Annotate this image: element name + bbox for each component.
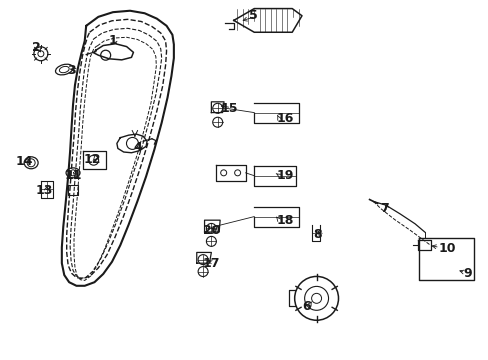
Text: 12: 12 (83, 153, 101, 166)
Text: 9: 9 (463, 267, 471, 280)
Text: 20: 20 (202, 224, 220, 238)
Text: 7: 7 (380, 202, 388, 215)
Text: 5: 5 (248, 9, 257, 22)
Text: 6: 6 (302, 300, 310, 313)
Text: 10: 10 (437, 242, 455, 255)
Text: 1: 1 (108, 33, 117, 47)
Text: 2: 2 (32, 41, 41, 54)
Text: 19: 19 (276, 169, 293, 182)
Text: 8: 8 (313, 228, 322, 241)
Text: 17: 17 (202, 257, 220, 270)
Text: 18: 18 (276, 214, 293, 227)
Text: 13: 13 (35, 184, 52, 197)
Text: 16: 16 (276, 112, 293, 125)
Text: 15: 15 (220, 102, 237, 115)
Text: 3: 3 (66, 64, 75, 77)
Text: 4: 4 (134, 141, 142, 154)
Text: 11: 11 (64, 169, 81, 182)
Text: 14: 14 (16, 155, 33, 168)
